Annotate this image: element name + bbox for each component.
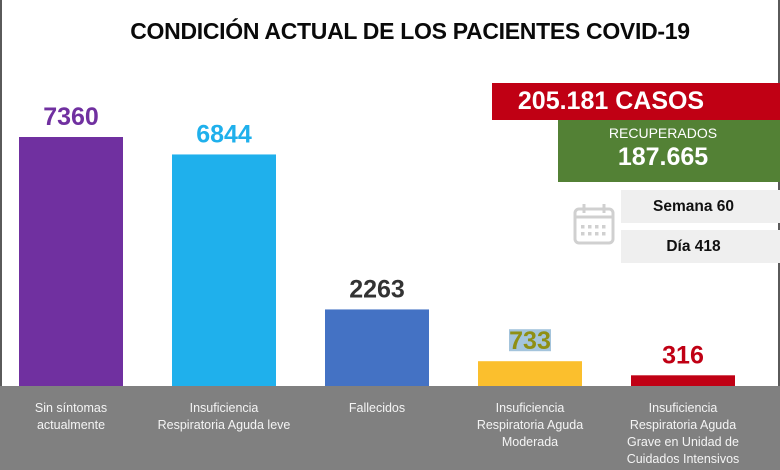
- data-label-0: 7360: [43, 103, 99, 131]
- recovered-value: 187.665: [617, 143, 709, 171]
- bar-0: [19, 137, 123, 386]
- frame-border-left: [0, 0, 2, 470]
- category-label-0: Sin síntomas actualmente: [0, 400, 146, 434]
- category-label-line: Respiratoria Aguda leve: [157, 418, 291, 432]
- category-label-4: Insuficiencia Respiratoria Aguda Grave en …: [608, 400, 758, 468]
- category-label-line: Insuficiencia: [189, 401, 259, 415]
- category-label-2: Fallecidos: [302, 400, 452, 417]
- week-counter: Semana 60: [621, 190, 780, 223]
- bar-4: [631, 375, 735, 386]
- data-label-highlight: [509, 329, 551, 352]
- data-label-2: 2263: [349, 275, 405, 303]
- recovered-label: RECUPERADOS: [608, 125, 718, 141]
- total-cases-badge: 205.181 CASOS: [492, 83, 780, 120]
- category-label-line: Cuidados Intensivos: [626, 452, 740, 466]
- data-label-3: 733: [509, 327, 551, 355]
- category-label-line: Insuficiencia: [648, 401, 718, 415]
- category-label-line: actualmente: [36, 418, 106, 432]
- day-counter: Día 418: [621, 230, 780, 263]
- data-label-1: 6844: [196, 120, 252, 148]
- category-axis-band: [0, 386, 780, 470]
- calendar-icon: [573, 204, 615, 245]
- category-label-1: Insuficiencia Respiratoria Aguda leve: [149, 400, 299, 434]
- bar-1: [172, 154, 276, 386]
- bar-2: [325, 309, 429, 386]
- category-label-line: Insuficiencia: [495, 401, 565, 415]
- category-label-3: Insuficiencia Respiratoria Aguda Moderada: [455, 400, 605, 451]
- category-label-line: Grave en Unidad de: [627, 435, 739, 449]
- bar-3: [478, 361, 582, 386]
- category-label-line: Sin síntomas: [34, 401, 108, 415]
- category-label-line: Moderada: [501, 435, 559, 449]
- data-label-4: 316: [662, 341, 704, 369]
- category-label-line: Respiratoria Aguda: [476, 418, 584, 432]
- recovered-badge: RECUPERADOS 187.665: [558, 120, 780, 182]
- category-label-line: Fallecidos: [348, 401, 406, 415]
- category-label-line: Respiratoria Aguda: [629, 418, 737, 432]
- chart-title: CONDICIÓN ACTUAL DE LOS PACIENTES COVID-…: [130, 18, 690, 44]
